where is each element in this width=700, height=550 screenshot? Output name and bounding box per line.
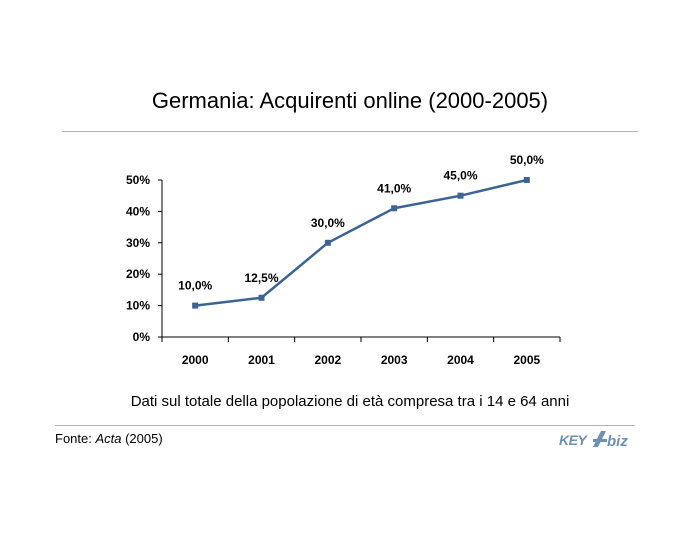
y-tick-label: 40% (126, 204, 150, 218)
data-label: 10,0% (178, 279, 212, 293)
data-label: 50,0% (510, 153, 544, 167)
chart-data-labels: 10,0% 12,5% 30,0% 41,0% 45,0% 50,0% (178, 153, 544, 293)
x-tick-label: 2000 (182, 353, 209, 367)
y-tick-label: 20% (126, 267, 150, 281)
data-label: 45,0% (443, 169, 477, 183)
data-point-marker (192, 302, 199, 309)
chart-axes (161, 180, 560, 338)
top-divider (62, 131, 638, 132)
data-point-marker (523, 177, 530, 183)
chart-ticks: 0% 10% 20% 30% 40% 50% 2000 2001 2002 2003 2004 200… (126, 173, 561, 367)
chart-title: Germania: Acquirenti online (2000-2005) (151, 88, 549, 113)
key4biz-logo: KEY biz (559, 431, 628, 450)
series-line (195, 178, 528, 307)
logo-text-left: KEY (559, 432, 588, 448)
source-suffix: (2005) (121, 431, 163, 446)
y-tick-label: 0% (133, 330, 151, 344)
data-point-marker (391, 205, 398, 212)
x-tick-label: 2004 (447, 353, 474, 367)
y-tick-label: 50% (126, 173, 150, 187)
x-tick-label: 2003 (381, 353, 408, 367)
data-point-marker (457, 192, 464, 199)
y-tick-label: 10% (126, 299, 150, 313)
data-label: 12,5% (244, 271, 278, 285)
data-label: 30,0% (311, 216, 345, 230)
line-chart: 0% 10% 20% 30% 40% 50% 2000 2001 2002 2003 2004 200… (126, 153, 561, 367)
logo-mark-icon (593, 431, 607, 447)
x-tick-label: 2001 (248, 353, 275, 367)
source-name: Acta (95, 431, 122, 446)
chart-series (192, 177, 530, 309)
source-prefix: Fonte: (55, 431, 96, 446)
data-point-marker (258, 294, 265, 301)
y-tick-label: 30% (126, 236, 150, 250)
source-note: Fonte: Acta (2005) (55, 431, 163, 446)
bottom-divider (55, 425, 635, 426)
chart-subtitle: Dati sul totale della popolazione di età… (130, 393, 570, 410)
data-label: 41,0% (377, 181, 411, 195)
x-tick-label: 2005 (513, 353, 540, 367)
data-point-marker (324, 239, 331, 246)
logo-text-right: biz (607, 433, 628, 450)
x-tick-label: 2002 (314, 353, 341, 367)
